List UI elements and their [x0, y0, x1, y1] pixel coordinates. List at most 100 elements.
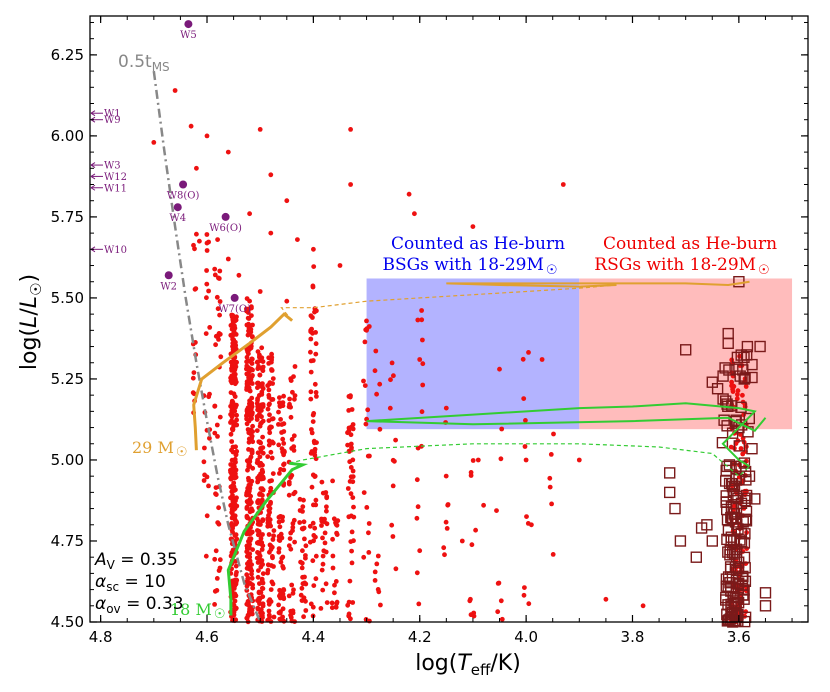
star-point	[292, 539, 297, 545]
star-point	[303, 555, 308, 561]
star-point	[348, 432, 354, 438]
track-18-label: 18 M ☉	[170, 600, 225, 622]
star-point	[414, 515, 420, 521]
star-point	[246, 430, 252, 436]
star-point	[735, 388, 741, 394]
star-point	[499, 616, 505, 622]
star-point	[232, 318, 238, 324]
star-point	[232, 559, 238, 564]
star-point	[363, 421, 369, 427]
star-point	[233, 364, 239, 370]
star-point	[547, 475, 553, 481]
star-point	[289, 473, 295, 478]
star-point	[320, 490, 326, 496]
star-point	[551, 431, 556, 437]
x-tick-label: 4.0	[514, 628, 538, 646]
star-point	[276, 409, 281, 415]
star-point	[417, 548, 423, 554]
star-point	[333, 579, 339, 584]
star-point	[260, 469, 265, 475]
wr-arrow-label: W10	[104, 245, 127, 256]
star-point	[529, 522, 534, 528]
star-point	[233, 379, 239, 385]
star-point	[228, 431, 234, 437]
star-point	[299, 560, 305, 566]
star-point	[290, 590, 296, 596]
rsg-square	[743, 470, 756, 482]
star-point	[203, 331, 209, 336]
star-point	[419, 317, 425, 323]
star-point	[389, 522, 395, 528]
star-point	[255, 398, 260, 403]
star-point	[549, 501, 554, 507]
star-point	[331, 516, 337, 522]
star-point	[232, 375, 238, 381]
star-point	[313, 390, 319, 395]
star-point	[443, 519, 449, 525]
star-point	[522, 585, 527, 590]
star-point	[232, 323, 237, 329]
star-point	[246, 602, 251, 608]
star-point	[260, 603, 266, 609]
rsg-square	[664, 467, 676, 479]
star-point	[277, 471, 282, 476]
star-point	[245, 467, 250, 473]
rsg-square	[724, 549, 736, 561]
star-point	[309, 430, 315, 436]
star-point	[330, 553, 336, 559]
star-point	[277, 514, 283, 519]
star-point	[740, 392, 745, 398]
star-point	[335, 518, 341, 524]
wr-star-label: W7(O)	[218, 304, 251, 315]
star-point	[297, 520, 303, 525]
star-point	[419, 409, 425, 415]
star-point	[307, 523, 313, 529]
star-point	[734, 396, 740, 402]
star-point	[414, 570, 420, 576]
wr-star-point	[179, 180, 188, 189]
star-point	[311, 502, 316, 508]
star-point	[270, 554, 275, 559]
track-29-ms	[192, 312, 294, 451]
star-point	[299, 585, 305, 591]
star-point	[313, 330, 318, 335]
rsg-square	[732, 492, 744, 505]
star-point	[301, 497, 306, 503]
star-point	[246, 553, 252, 559]
star-point	[249, 433, 255, 439]
star-point	[287, 396, 292, 402]
star-point	[254, 460, 260, 466]
star-point	[522, 444, 528, 449]
star-point	[254, 414, 260, 419]
track-18-crossing	[289, 443, 750, 478]
star-point	[188, 123, 194, 129]
star-point	[234, 519, 239, 525]
x-tick-label: 3.8	[621, 628, 645, 646]
star-point	[257, 354, 262, 360]
star-point	[217, 299, 223, 304]
star-point	[231, 480, 237, 486]
y-tick-label: 5.00	[51, 451, 84, 469]
star-point	[260, 418, 266, 424]
star-point	[268, 547, 274, 552]
star-point	[312, 381, 318, 387]
star-point	[244, 583, 250, 589]
star-point	[269, 455, 275, 461]
star-point	[201, 478, 207, 483]
star-point	[291, 433, 297, 439]
star-point	[249, 500, 254, 505]
star-point	[372, 569, 378, 575]
star-point	[279, 555, 285, 561]
star-point	[310, 520, 316, 526]
rsg-square	[725, 534, 737, 547]
star-point	[289, 582, 295, 588]
tms-line	[152, 70, 262, 623]
star-point	[229, 363, 235, 368]
star-point	[213, 492, 219, 497]
rsg-label-line1: Counted as He-burn	[603, 234, 777, 254]
star-point	[269, 357, 274, 363]
star-point	[348, 424, 354, 430]
star-point	[260, 445, 266, 450]
star-point	[233, 577, 239, 583]
wr-arrow-head	[90, 162, 96, 168]
